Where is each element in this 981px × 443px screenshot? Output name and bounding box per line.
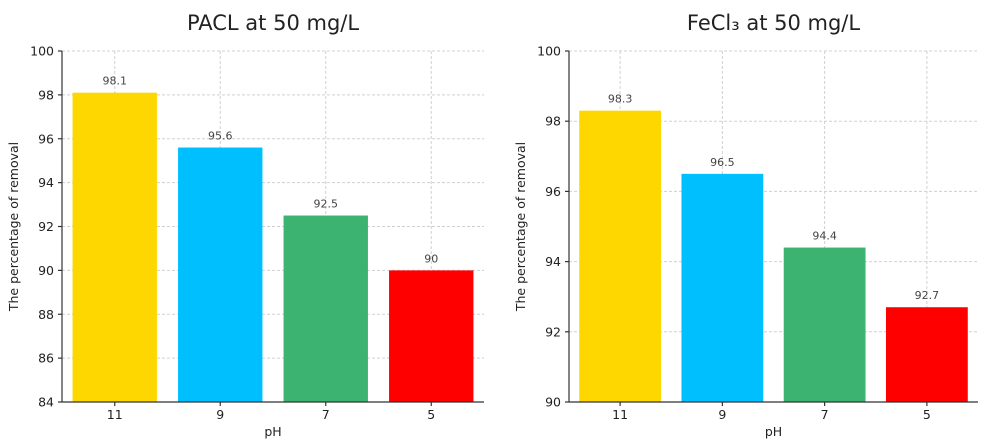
fecl3-chart: FeCl₃ at 50 mg/L 90 92 94 96 98 100 98.3 11 96.5 9…	[513, 11, 978, 439]
y-tick-label: 96	[545, 184, 561, 199]
bar-ph-7	[283, 215, 368, 402]
fecl3-chart-title: FeCl₃ at 50 mg/L	[687, 11, 860, 35]
data-label: 94.4	[812, 230, 837, 243]
y-tick-label: 98	[38, 87, 54, 102]
x-tick-label: 9	[216, 407, 224, 422]
y-tick-label: 92	[38, 219, 54, 234]
x-tick-label: 5	[427, 407, 435, 422]
y-axis-label: The percentage of removal	[6, 142, 21, 312]
bar-ph-9	[178, 147, 263, 402]
x-tick-label: 11	[107, 407, 123, 422]
y-tick-label: 88	[38, 307, 54, 322]
x-tick-label: 7	[322, 407, 330, 422]
pacl-chart-title: PACL at 50 mg/L	[187, 11, 359, 35]
data-label: 92.5	[314, 198, 339, 211]
x-tick-label: 7	[821, 407, 829, 422]
bar-ph-9	[681, 173, 764, 402]
x-axis-label: pH	[765, 424, 782, 439]
y-tick-label: 98	[545, 114, 561, 129]
bar-ph-7	[783, 247, 866, 402]
y-tick-label: 100	[30, 44, 54, 59]
y-tick-label: 100	[537, 44, 561, 59]
data-label: 92.7	[915, 289, 940, 302]
y-tick-label: 86	[38, 351, 54, 366]
y-tick-label: 96	[38, 131, 54, 146]
x-tick-label: 5	[923, 407, 931, 422]
y-tick-label: 94	[38, 175, 54, 190]
bar-ph-5	[885, 307, 968, 402]
x-tick-label: 11	[612, 407, 628, 422]
y-tick-label: 90	[545, 395, 561, 410]
bar-ph-11	[72, 92, 157, 403]
data-label: 90	[424, 252, 438, 265]
data-label: 95.6	[208, 130, 233, 143]
bar-ph-11	[579, 110, 662, 403]
x-tick-label: 9	[718, 407, 726, 422]
y-tick-label: 84	[38, 395, 54, 410]
data-label: 98.3	[608, 93, 633, 106]
y-tick-label: 90	[38, 263, 54, 278]
pacl-chart: PACL at 50 mg/L 84 86 88 90 92 94 96 98 100 98.1 11…	[6, 11, 484, 439]
y-tick-label: 92	[545, 324, 561, 339]
y-axis-label: The percentage of removal	[513, 142, 528, 312]
x-axis-label: pH	[264, 424, 281, 439]
data-label: 98.1	[103, 75, 128, 88]
data-label: 96.5	[710, 156, 735, 169]
bar-ph-5	[389, 270, 474, 402]
y-tick-label: 94	[545, 254, 561, 269]
